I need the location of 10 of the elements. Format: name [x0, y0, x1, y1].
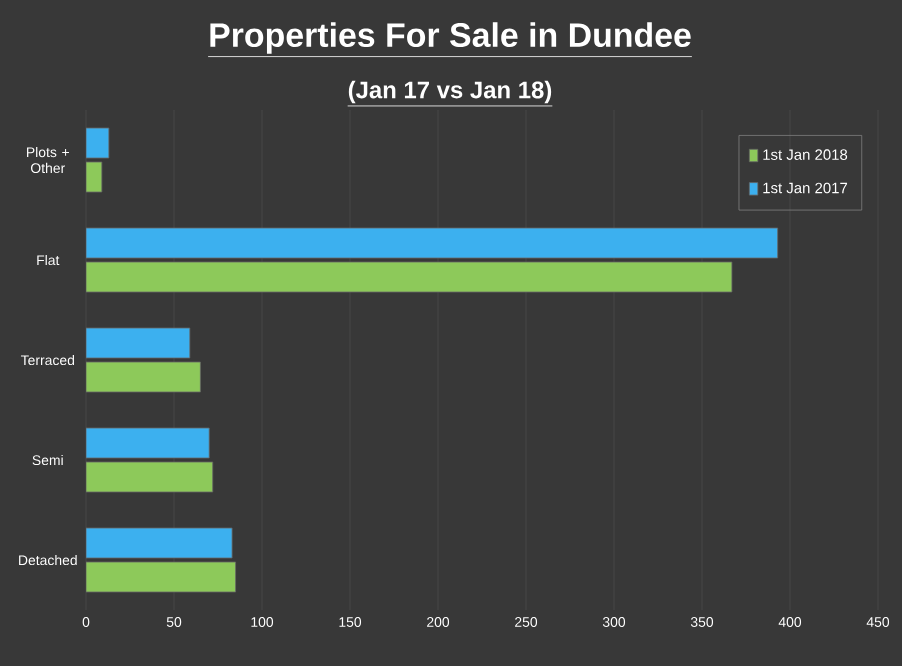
bar [86, 227, 779, 259]
bar [86, 361, 201, 393]
bar [86, 327, 191, 359]
bar [86, 561, 236, 593]
chart-subtitle: (Jan 17 vs Jan 18) [348, 80, 552, 104]
bar [86, 461, 214, 493]
bar [86, 427, 210, 459]
bar [86, 527, 233, 559]
chart-title: Properties For Sale in Dundee [210, 22, 691, 54]
bar [86, 261, 733, 293]
